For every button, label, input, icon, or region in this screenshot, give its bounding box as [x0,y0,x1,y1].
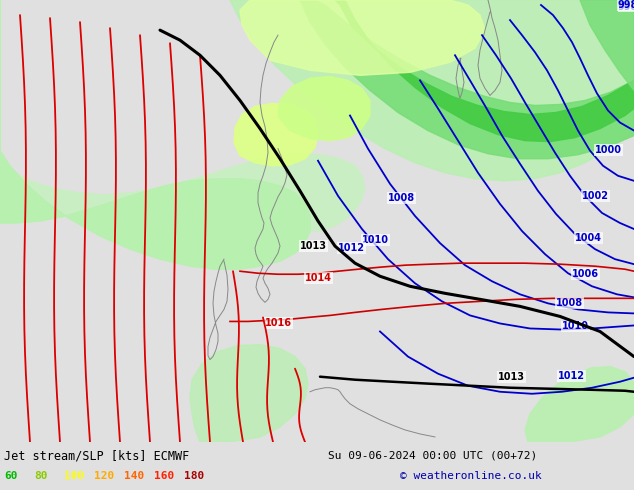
Text: Su 09-06-2024 00:00 UTC (00+72): Su 09-06-2024 00:00 UTC (00+72) [328,451,537,461]
Text: 1002: 1002 [582,191,609,201]
Text: 100: 100 [64,471,84,481]
Polygon shape [300,0,634,159]
Text: 1010: 1010 [562,321,589,331]
Text: 1012: 1012 [558,371,585,381]
Text: 140: 140 [124,471,145,481]
Text: 1012: 1012 [338,243,365,253]
Text: 80: 80 [34,471,48,481]
Text: 1010: 1010 [362,235,389,245]
Text: 1008: 1008 [388,193,415,203]
Text: © weatheronline.co.uk: © weatheronline.co.uk [400,471,541,481]
Text: 998: 998 [618,2,634,12]
Polygon shape [580,0,634,90]
Text: 998: 998 [618,0,634,10]
Text: 60: 60 [4,471,18,481]
Text: 1016: 1016 [265,318,292,328]
Polygon shape [525,367,634,442]
Text: 180: 180 [184,471,204,481]
Polygon shape [278,76,370,141]
Polygon shape [240,0,485,75]
Text: Jet stream/SLP [kts] ECMWF: Jet stream/SLP [kts] ECMWF [4,449,190,463]
Text: 120: 120 [94,471,114,481]
Text: 1006: 1006 [572,269,599,279]
Polygon shape [234,103,318,166]
Polygon shape [0,0,365,231]
Polygon shape [230,0,634,181]
Text: 1013: 1013 [300,241,327,251]
Polygon shape [0,0,310,269]
Text: 1013: 1013 [498,372,525,382]
Text: 1004: 1004 [575,233,602,243]
Text: 1000: 1000 [595,145,622,155]
Polygon shape [190,344,308,442]
Text: 1014: 1014 [305,273,332,283]
Text: 1008: 1008 [556,298,583,308]
Polygon shape [335,0,634,142]
Text: 160: 160 [154,471,174,481]
